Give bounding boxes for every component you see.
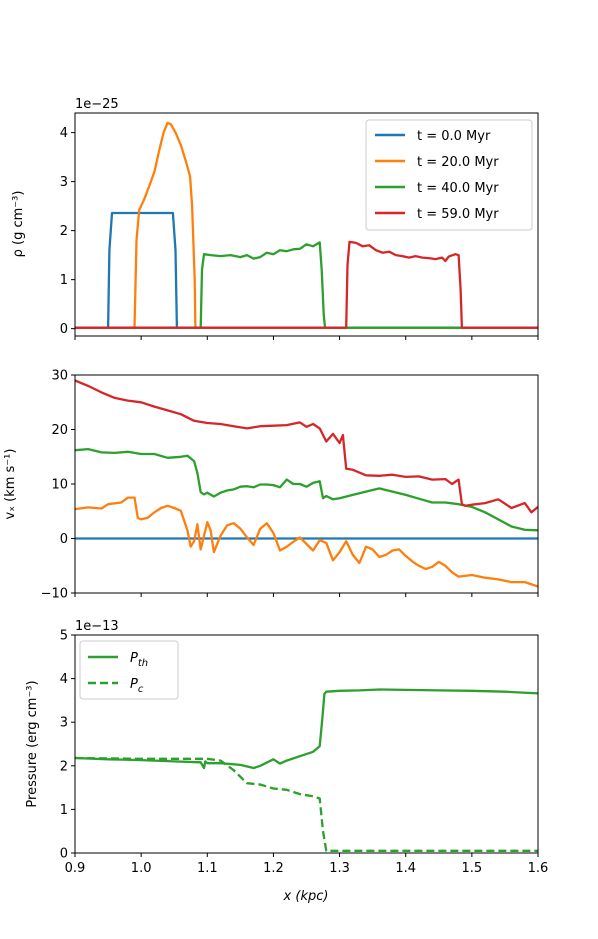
ytick-label: 0	[60, 532, 68, 547]
velocity-axes-frame	[74, 374, 539, 594]
xtick-label: 1.3	[329, 861, 350, 876]
velocity-ylabel: vₓ (km s⁻¹)	[3, 449, 18, 520]
pressure-yticks: 0 1 2 3 4 5	[60, 629, 75, 862]
series-line-1-1	[75, 496, 538, 588]
density-xticks	[74, 336, 539, 340]
ytick-label: 2	[60, 759, 68, 774]
series-line-2-0	[75, 688, 538, 770]
legend-label-t40: t = 40.0 Myr	[417, 181, 499, 196]
series-line-0-0	[75, 211, 538, 329]
ytick-label: 3	[60, 175, 68, 190]
series-line-2-1	[75, 756, 538, 852]
ytick-label: 1	[60, 273, 68, 288]
density-legend-frame	[365, 119, 533, 231]
series-line-1-3	[75, 379, 538, 514]
density-ylabel: ρ (g cm⁻³)	[11, 191, 26, 258]
legend-pth-sub: th	[138, 658, 148, 669]
legend-label-t59: t = 59.0 Myr	[417, 207, 499, 222]
xtick-label: 1.1	[197, 861, 218, 876]
series-line-1-2	[75, 447, 538, 532]
ytick-label: 1	[60, 803, 68, 818]
legend-label-t20: t = 20.0 Myr	[417, 155, 499, 170]
ytick-label: 5	[60, 629, 68, 644]
ytick-label: 30	[51, 369, 68, 384]
xtick-label: 1.5	[462, 861, 483, 876]
xtick-label: 1.4	[395, 861, 416, 876]
velocity-yticks: −10 0 10 20 30	[41, 369, 75, 602]
pressure-axes-frame	[74, 634, 539, 854]
series-line-0-1	[75, 121, 538, 329]
pressure-xticks: 0.9 1.0 1.1 1.2 1.3 1.4 1.5 1.6	[65, 853, 549, 876]
legend-label-pc: Pc	[130, 677, 144, 695]
xtick-label: 1.0	[131, 861, 152, 876]
legend-pc-base: P	[130, 677, 138, 692]
pressure-offset-text: 1e−13	[75, 619, 119, 634]
density-legend: t = 0.0 Myr t = 20.0 Myr t = 40.0 Myr t …	[365, 119, 533, 231]
xtick-label: 1.6	[528, 861, 549, 876]
legend-label-t0: t = 0.0 Myr	[417, 129, 491, 144]
pressure-series-group	[75, 688, 538, 852]
density-axes-frame	[74, 112, 539, 337]
legend-label-pth: Pth	[130, 651, 148, 669]
density-yticks: 0 1 2 3 4	[60, 126, 75, 337]
legend-pc-sub: c	[138, 684, 144, 695]
ytick-label: 3	[60, 716, 68, 731]
pressure-legend: Pth Pc	[79, 640, 179, 700]
density-panel: 1e−25 0 1 2 3 4 ρ (g cm⁻³) t = 0.0 Myr t = 2…	[11, 97, 539, 340]
ytick-label: 4	[60, 126, 68, 141]
density-series-group	[75, 121, 538, 329]
ytick-label: 4	[60, 672, 68, 687]
pressure-ylabel: Pressure (erg cm⁻³)	[25, 680, 40, 807]
series-line-0-3	[75, 240, 538, 329]
ytick-label: −10	[41, 587, 68, 602]
ytick-label: 10	[51, 478, 68, 493]
density-offset-text: 1e−25	[75, 97, 119, 112]
xtick-label: 0.9	[65, 861, 86, 876]
xtick-label: 1.2	[263, 861, 284, 876]
ytick-label: 20	[51, 423, 68, 438]
ytick-label: 0	[60, 322, 68, 337]
pressure-panel: 1e−13 0 1 2 3 4 5 0.9 1.0 1.1 1.2 1.3 1.4 1.5 1.6 Pr…	[25, 619, 548, 904]
velocity-panel: −10 0 10 20 30 vₓ (km s⁻¹)	[3, 369, 539, 602]
x-axis-label: x (kpc)	[283, 889, 329, 904]
velocity-series-group	[75, 379, 538, 588]
ytick-label: 0	[60, 847, 68, 862]
velocity-xticks	[74, 593, 539, 597]
ytick-label: 2	[60, 224, 68, 239]
series-line-0-2	[75, 241, 538, 329]
pressure-legend-frame	[79, 640, 179, 700]
legend-pth-base: P	[130, 651, 138, 666]
